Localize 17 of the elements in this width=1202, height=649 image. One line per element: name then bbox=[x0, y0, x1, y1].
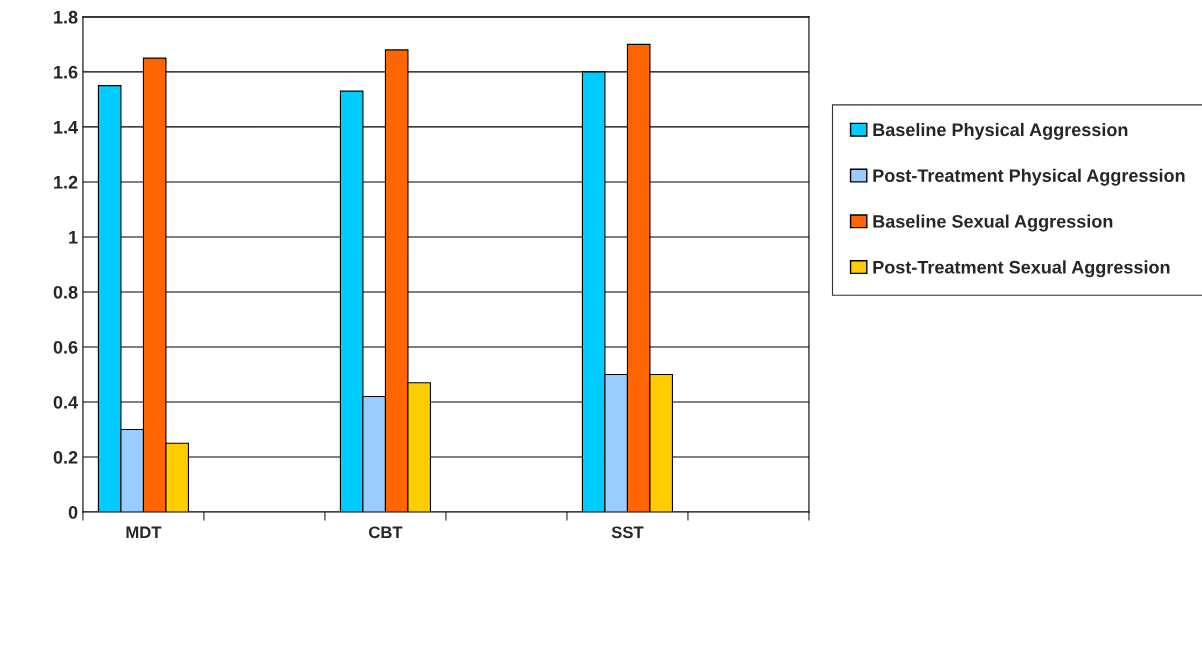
y-tick-label: 0.2 bbox=[53, 450, 78, 464]
x-tick-label: SST bbox=[611, 526, 644, 539]
legend-label: Post-Treatment Sexual Aggression bbox=[873, 260, 1170, 278]
y-tick-label: 1.4 bbox=[54, 121, 78, 134]
legend-label: Baseline Sexual Aggression bbox=[873, 214, 1113, 232]
y-tick-label: 1.6 bbox=[54, 65, 78, 79]
y-tick-label: 1 bbox=[69, 231, 78, 244]
y-tick-label: 1.8 bbox=[54, 10, 78, 24]
y-tick-label: 0.8 bbox=[53, 285, 78, 299]
y-tick-label: 0.6 bbox=[53, 340, 78, 354]
legend-label: Post-Treatment Physical Aggression bbox=[873, 168, 1185, 186]
y-tick-label: 0 bbox=[68, 506, 78, 519]
y-tick-label: 1.2 bbox=[54, 175, 78, 189]
x-tick-label: MDT bbox=[126, 526, 162, 539]
y-tick-label: 0.4 bbox=[53, 395, 78, 409]
x-tick-label: CBT bbox=[369, 526, 403, 539]
legend-label: Baseline Physical Aggression bbox=[873, 122, 1128, 140]
